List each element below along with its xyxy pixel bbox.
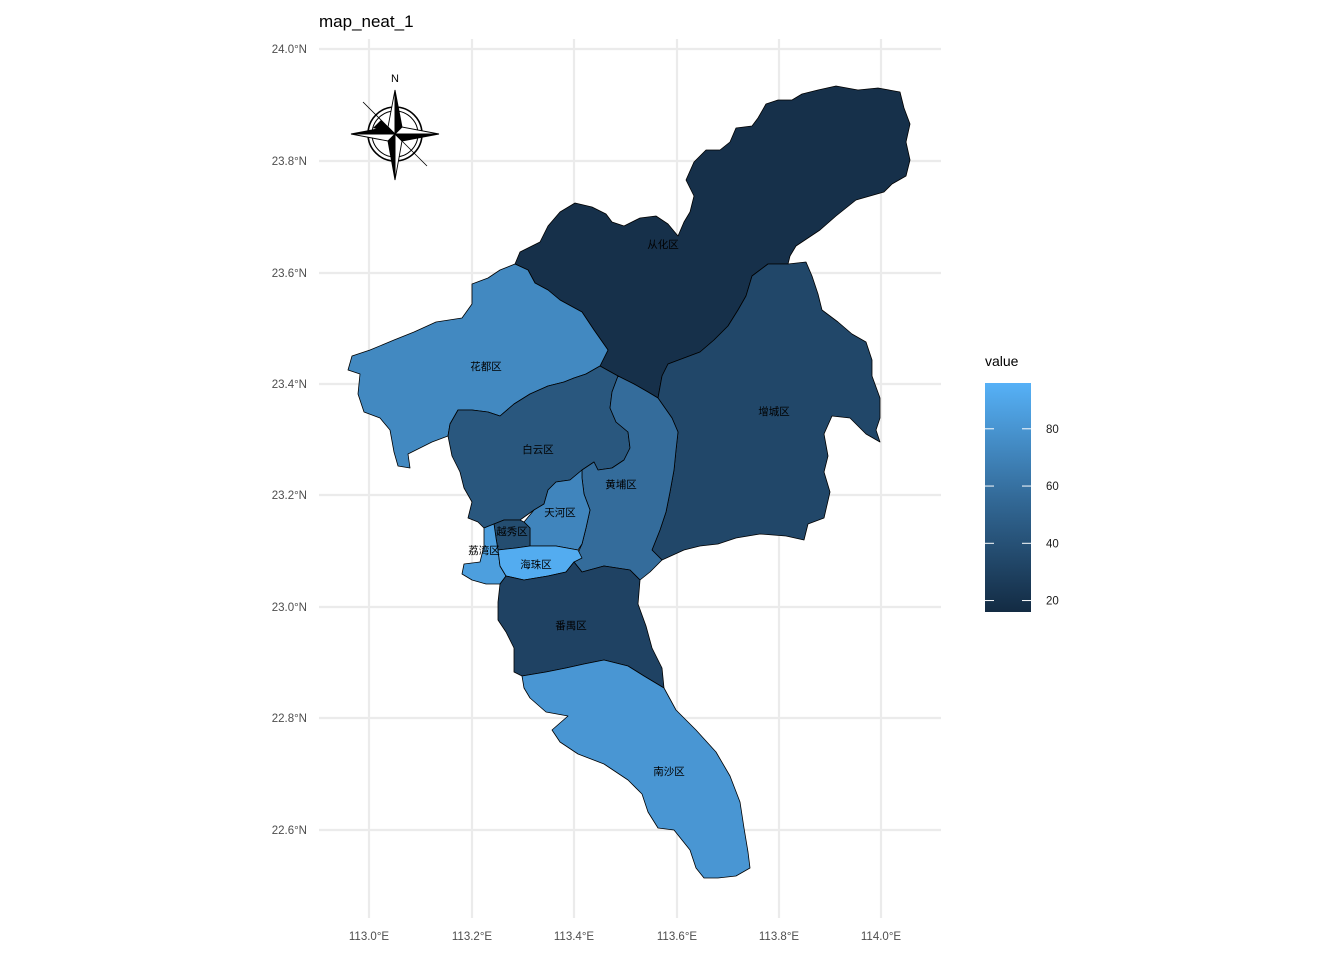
x-tick-label: 113.2°E (452, 931, 493, 943)
region-label: 黄埔区 (605, 478, 637, 491)
region-label: 增城区 (758, 405, 790, 418)
region-huadu[interactable] (347, 263, 609, 469)
legend-title: value (985, 353, 1019, 369)
region-panyu[interactable] (497, 561, 665, 689)
x-axis-ticks: 113.0°E 113.2°E 113.4°E 113.6°E 113.8°E … (349, 931, 902, 943)
legend-tick-label: 80 (1046, 424, 1059, 436)
region-label: 天河区 (544, 507, 576, 519)
region-label: 南沙区 (653, 765, 685, 778)
y-tick-label: 23.6°N (272, 268, 307, 280)
region-label: 白云区 (522, 443, 554, 456)
y-tick-label: 24.0°N (272, 44, 307, 56)
district-polygons (347, 85, 911, 879)
y-tick-label: 23.4°N (272, 379, 307, 391)
legend-tick-label: 40 (1046, 538, 1059, 550)
x-tick-label: 113.4°E (554, 931, 595, 943)
legend-tick-label: 20 (1046, 596, 1059, 608)
north-label: N (391, 73, 399, 85)
y-tick-label: 22.6°N (272, 825, 307, 837)
region-label: 荔湾区 (468, 544, 500, 557)
x-tick-label: 113.8°E (759, 931, 800, 943)
y-tick-label: 23.0°N (272, 602, 307, 614)
x-tick-label: 113.6°E (657, 931, 698, 943)
region-label: 番禺区 (555, 620, 587, 632)
region-label: 花都区 (470, 360, 502, 373)
legend-ticks: 20 40 60 80 (985, 424, 1059, 608)
x-tick-label: 113.0°E (349, 931, 390, 943)
region-label: 从化区 (647, 238, 679, 251)
y-tick-label: 22.8°N (272, 713, 307, 725)
y-tick-label: 23.2°N (272, 490, 307, 502)
district-labels: 从化区 增城区 花都区 白云区 黄埔区 天河区 越秀区 荔湾区 海珠区 番禺区 … (468, 238, 790, 778)
region-nansha[interactable] (521, 659, 751, 879)
legend-tick-label: 60 (1046, 481, 1059, 493)
map-title: map_neat_1 (319, 12, 414, 31)
region-label: 越秀区 (496, 525, 528, 538)
region-label: 海珠区 (520, 558, 552, 571)
y-tick-label: 23.8°N (272, 156, 307, 168)
x-tick-label: 114.0°E (861, 931, 902, 943)
legend-colorbar (985, 383, 1031, 612)
color-legend: value 20 40 60 80 (985, 353, 1059, 612)
north-arrow-icon: N (350, 73, 440, 181)
y-axis-ticks: 24.0°N 23.8°N 23.6°N 23.4°N 23.2°N 23.0°… (272, 44, 307, 837)
region-liwan[interactable] (461, 523, 507, 585)
